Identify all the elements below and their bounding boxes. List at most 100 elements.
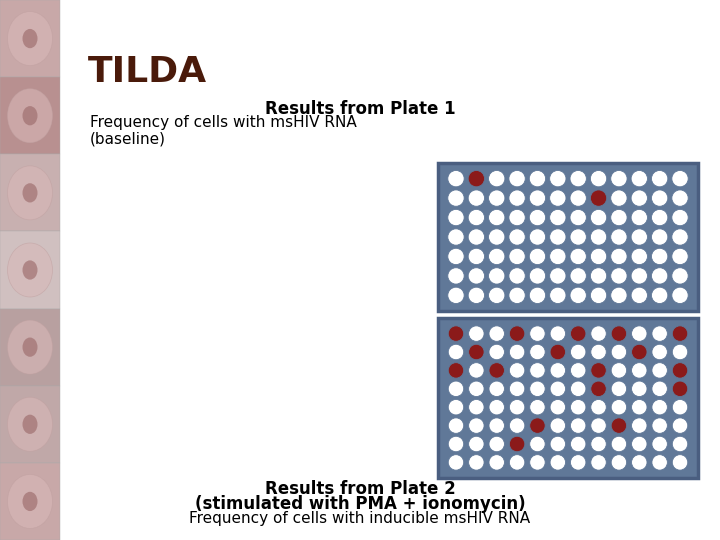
Circle shape [652,400,667,415]
Circle shape [530,436,545,452]
Circle shape [530,418,545,433]
Text: Results from Plate 2: Results from Plate 2 [265,480,455,498]
Circle shape [591,363,606,378]
Circle shape [611,190,627,206]
Ellipse shape [22,338,37,357]
Circle shape [590,268,607,284]
Circle shape [489,326,505,341]
Circle shape [468,210,485,226]
Circle shape [611,287,627,303]
Circle shape [631,400,647,415]
Circle shape [449,363,464,378]
Circle shape [570,363,586,378]
Circle shape [529,287,546,303]
Bar [0,0,60,77]
Text: TILDA: TILDA [88,55,207,89]
Circle shape [672,171,688,187]
Circle shape [509,229,526,245]
Circle shape [509,418,525,433]
Bar [0,77,60,154]
Circle shape [530,363,545,378]
Circle shape [570,418,586,433]
Ellipse shape [7,11,53,65]
Circle shape [611,268,627,284]
Circle shape [469,400,484,415]
Circle shape [652,171,668,187]
Circle shape [509,268,526,284]
Circle shape [489,418,505,433]
Circle shape [652,229,668,245]
Text: Frequency of cells with inducible msHIV RNA: Frequency of cells with inducible msHIV … [189,511,531,526]
Circle shape [611,326,626,341]
Circle shape [611,345,626,360]
Bar [0,463,60,540]
Circle shape [652,436,667,452]
Circle shape [652,363,667,378]
Circle shape [570,381,586,396]
Ellipse shape [7,243,53,297]
Circle shape [509,345,525,360]
Circle shape [468,268,485,284]
Text: Frequency of cells with msHIV RNA: Frequency of cells with msHIV RNA [90,115,356,130]
Ellipse shape [22,260,37,280]
Circle shape [570,229,586,245]
Circle shape [448,229,464,245]
Circle shape [631,436,647,452]
Circle shape [631,171,647,187]
Circle shape [570,171,586,187]
Circle shape [550,381,565,396]
Circle shape [469,326,484,341]
Circle shape [489,287,505,303]
Circle shape [449,436,464,452]
Bar [0,308,60,386]
Circle shape [611,229,627,245]
Circle shape [591,326,606,341]
Circle shape [631,418,647,433]
Circle shape [549,190,566,206]
Circle shape [631,455,647,470]
Ellipse shape [22,492,37,511]
Circle shape [448,268,464,284]
Circle shape [652,455,667,470]
Circle shape [509,287,526,303]
Circle shape [591,381,606,396]
Circle shape [611,381,626,396]
Circle shape [489,436,505,452]
Text: (baseline): (baseline) [90,132,166,147]
Ellipse shape [22,415,37,434]
Circle shape [590,210,607,226]
Circle shape [489,248,505,265]
Circle shape [468,248,485,265]
Circle shape [489,363,505,378]
Circle shape [611,436,626,452]
Circle shape [550,455,565,470]
Circle shape [570,400,586,415]
Circle shape [549,268,566,284]
Circle shape [590,287,607,303]
Circle shape [672,229,688,245]
Circle shape [529,190,546,206]
Circle shape [489,268,505,284]
Circle shape [652,345,667,360]
Circle shape [570,345,586,360]
Circle shape [509,455,525,470]
Circle shape [489,345,505,360]
Ellipse shape [22,29,37,48]
Circle shape [530,345,545,360]
Circle shape [549,287,566,303]
Circle shape [468,229,485,245]
Circle shape [549,229,566,245]
Circle shape [469,418,484,433]
Circle shape [611,400,626,415]
Circle shape [652,248,668,265]
Circle shape [611,248,627,265]
Circle shape [509,326,525,341]
Circle shape [550,345,565,360]
Circle shape [672,248,688,265]
Circle shape [449,400,464,415]
Circle shape [529,229,546,245]
Circle shape [529,248,546,265]
Circle shape [672,363,688,378]
Circle shape [590,248,607,265]
Circle shape [509,436,525,452]
